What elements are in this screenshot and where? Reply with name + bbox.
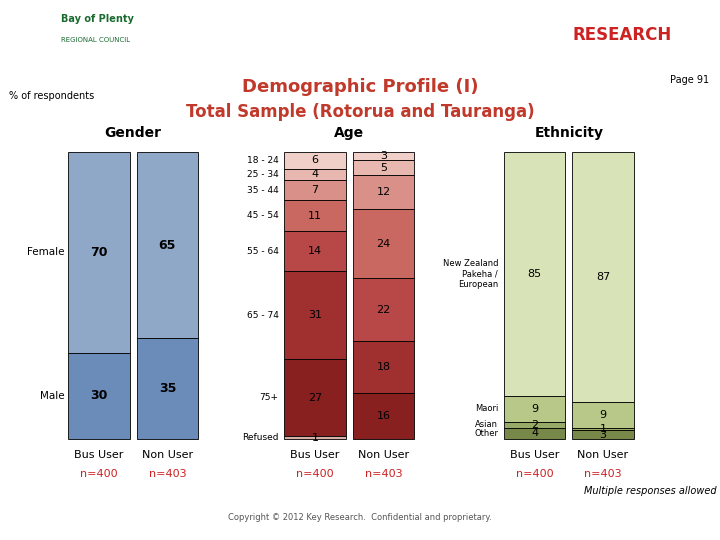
- FancyBboxPatch shape: [6, 4, 193, 65]
- Text: 35 - 44: 35 - 44: [247, 186, 279, 194]
- Text: n=403: n=403: [364, 469, 402, 480]
- Bar: [284, 200, 346, 231]
- Text: Bay of Plenty: Bay of Plenty: [61, 15, 134, 24]
- Text: Demographic Profile (I): Demographic Profile (I): [242, 78, 478, 96]
- Text: RESEARCH: RESEARCH: [572, 25, 672, 44]
- Text: 1: 1: [312, 433, 318, 443]
- Text: Gender: Gender: [104, 126, 162, 140]
- Text: Age: Age: [334, 126, 364, 140]
- Text: Non User: Non User: [577, 450, 629, 461]
- Text: 45 - 54: 45 - 54: [247, 211, 279, 220]
- Text: Copyright © 2012 Key Research.  Confidential and proprietary.: Copyright © 2012 Key Research. Confident…: [228, 513, 492, 522]
- Text: REGIONAL COUNCIL: REGIONAL COUNCIL: [61, 37, 130, 43]
- Text: 22: 22: [377, 305, 390, 315]
- Text: 9: 9: [600, 410, 606, 420]
- Bar: [137, 152, 198, 339]
- Text: 18 - 24: 18 - 24: [247, 156, 279, 165]
- Bar: [353, 209, 414, 278]
- Bar: [572, 430, 634, 439]
- Text: Asian: Asian: [475, 420, 498, 429]
- Text: Non User: Non User: [142, 450, 193, 461]
- Text: 1: 1: [600, 424, 606, 434]
- Bar: [572, 152, 634, 402]
- Bar: [284, 271, 346, 360]
- Text: 14: 14: [308, 246, 322, 256]
- Text: New Zealand
Pakeha /
European: New Zealand Pakeha / European: [443, 259, 498, 289]
- Bar: [68, 353, 130, 439]
- Text: 24: 24: [377, 239, 390, 248]
- Bar: [572, 428, 634, 430]
- Bar: [68, 152, 130, 353]
- Text: 5: 5: [380, 163, 387, 173]
- Bar: [284, 436, 346, 439]
- Bar: [353, 160, 414, 175]
- Text: 87: 87: [596, 272, 610, 282]
- Bar: [504, 422, 565, 428]
- Bar: [504, 428, 565, 439]
- Text: n=400: n=400: [516, 469, 554, 480]
- Text: 4: 4: [531, 428, 538, 438]
- Text: 2: 2: [531, 420, 538, 430]
- Text: Bus User: Bus User: [510, 450, 559, 461]
- Text: Bus User: Bus User: [290, 450, 340, 461]
- Text: Female: Female: [27, 247, 65, 257]
- Text: 85: 85: [528, 269, 541, 279]
- Bar: [353, 278, 414, 341]
- Text: Non User: Non User: [358, 450, 409, 461]
- Text: 18: 18: [377, 362, 390, 372]
- Text: 31: 31: [308, 310, 322, 320]
- Text: 65 - 74: 65 - 74: [247, 311, 279, 320]
- Text: 9: 9: [531, 404, 538, 414]
- Bar: [284, 231, 346, 271]
- Text: 27: 27: [308, 393, 322, 403]
- Bar: [353, 393, 414, 439]
- Text: 6: 6: [312, 156, 318, 165]
- Bar: [572, 402, 634, 428]
- Text: n=400: n=400: [80, 469, 118, 480]
- Text: 7: 7: [312, 185, 318, 195]
- Bar: [353, 175, 414, 209]
- Text: 11: 11: [308, 211, 322, 221]
- Text: n=400: n=400: [296, 469, 334, 480]
- Bar: [353, 152, 414, 160]
- Text: 65: 65: [158, 239, 176, 252]
- Text: 3: 3: [600, 430, 606, 440]
- Text: 25 - 34: 25 - 34: [247, 170, 279, 179]
- Text: 16: 16: [377, 411, 390, 421]
- Bar: [137, 339, 198, 439]
- Text: 55 - 64: 55 - 64: [247, 247, 279, 256]
- Text: 30: 30: [90, 389, 108, 402]
- Bar: [284, 152, 346, 169]
- Text: % of respondents: % of respondents: [9, 91, 94, 100]
- Text: 70: 70: [90, 246, 108, 259]
- Bar: [504, 152, 565, 396]
- Text: 4: 4: [312, 170, 318, 179]
- Text: Other: Other: [474, 429, 498, 438]
- Text: 35: 35: [158, 382, 176, 395]
- Bar: [284, 360, 346, 436]
- Text: Total Sample (Rotorua and Tauranga): Total Sample (Rotorua and Tauranga): [186, 103, 534, 121]
- Text: 12: 12: [377, 187, 390, 197]
- Text: n=403: n=403: [148, 469, 186, 480]
- Text: Bus User: Bus User: [74, 450, 124, 461]
- Text: 75+: 75+: [260, 393, 279, 402]
- Text: Multiple responses allowed: Multiple responses allowed: [584, 485, 716, 496]
- Text: 3: 3: [380, 151, 387, 161]
- Text: Male: Male: [40, 391, 65, 401]
- Bar: [353, 341, 414, 393]
- Text: KEY: KEY: [504, 25, 541, 44]
- Text: Maori: Maori: [475, 404, 498, 413]
- Text: n=403: n=403: [584, 469, 622, 480]
- Text: Ethnicity: Ethnicity: [534, 126, 603, 140]
- Text: Refused: Refused: [242, 433, 279, 442]
- Bar: [284, 169, 346, 180]
- Bar: [284, 180, 346, 200]
- Bar: [504, 396, 565, 422]
- Text: Page 91: Page 91: [670, 76, 709, 85]
